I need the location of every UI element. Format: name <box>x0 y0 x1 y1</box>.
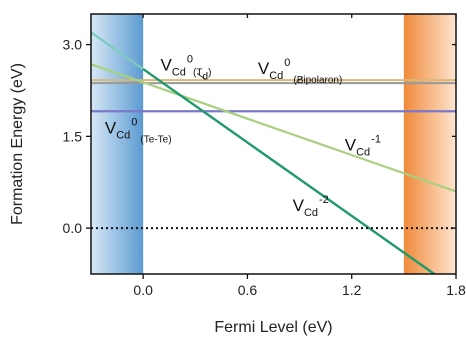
axes: 0.0 0.6 1.2 1.8 0.0 1.5 3.0 <box>63 14 466 298</box>
annotation-a3: VCd0(Te-Te) <box>105 116 172 145</box>
y-tick-label: 3.0 <box>63 37 83 53</box>
pointer-line-0 <box>196 72 207 80</box>
annotations: VCd0(Td) VCd0(Bipolaron) VCd0(Te-Te) VCd-1 V… <box>105 53 381 219</box>
annotation-a5: VCd-2 <box>293 194 329 219</box>
x-axis-label: Fermi Level (eV) <box>214 319 332 336</box>
series-line-s4 <box>91 63 456 193</box>
band-0 <box>91 14 144 274</box>
y-tick-label: 0.0 <box>63 220 83 236</box>
plot-frame <box>90 13 457 275</box>
shaded-bands <box>91 14 456 274</box>
series-line-s6 <box>142 68 437 274</box>
annotation-a2: VCd0(Bipolaron) <box>258 57 342 86</box>
annotation-pointers <box>196 72 304 83</box>
annotation-a4: VCd-1 <box>345 133 381 158</box>
x-tick-label: 1.8 <box>446 282 466 298</box>
x-tick-label: 0.6 <box>238 282 258 298</box>
series-line-s5 <box>91 31 144 70</box>
x-tick-label: 0.0 <box>133 282 153 298</box>
x-tick-label: 1.2 <box>342 282 362 298</box>
annotation-a1: VCd0(Td) <box>161 53 212 82</box>
band-1 <box>403 14 456 274</box>
y-axis-label: Formation Energy (eV) <box>9 63 26 225</box>
pointer-line-1 <box>295 76 304 83</box>
y-tick-label: 1.5 <box>63 128 83 144</box>
series-lines <box>91 31 456 274</box>
